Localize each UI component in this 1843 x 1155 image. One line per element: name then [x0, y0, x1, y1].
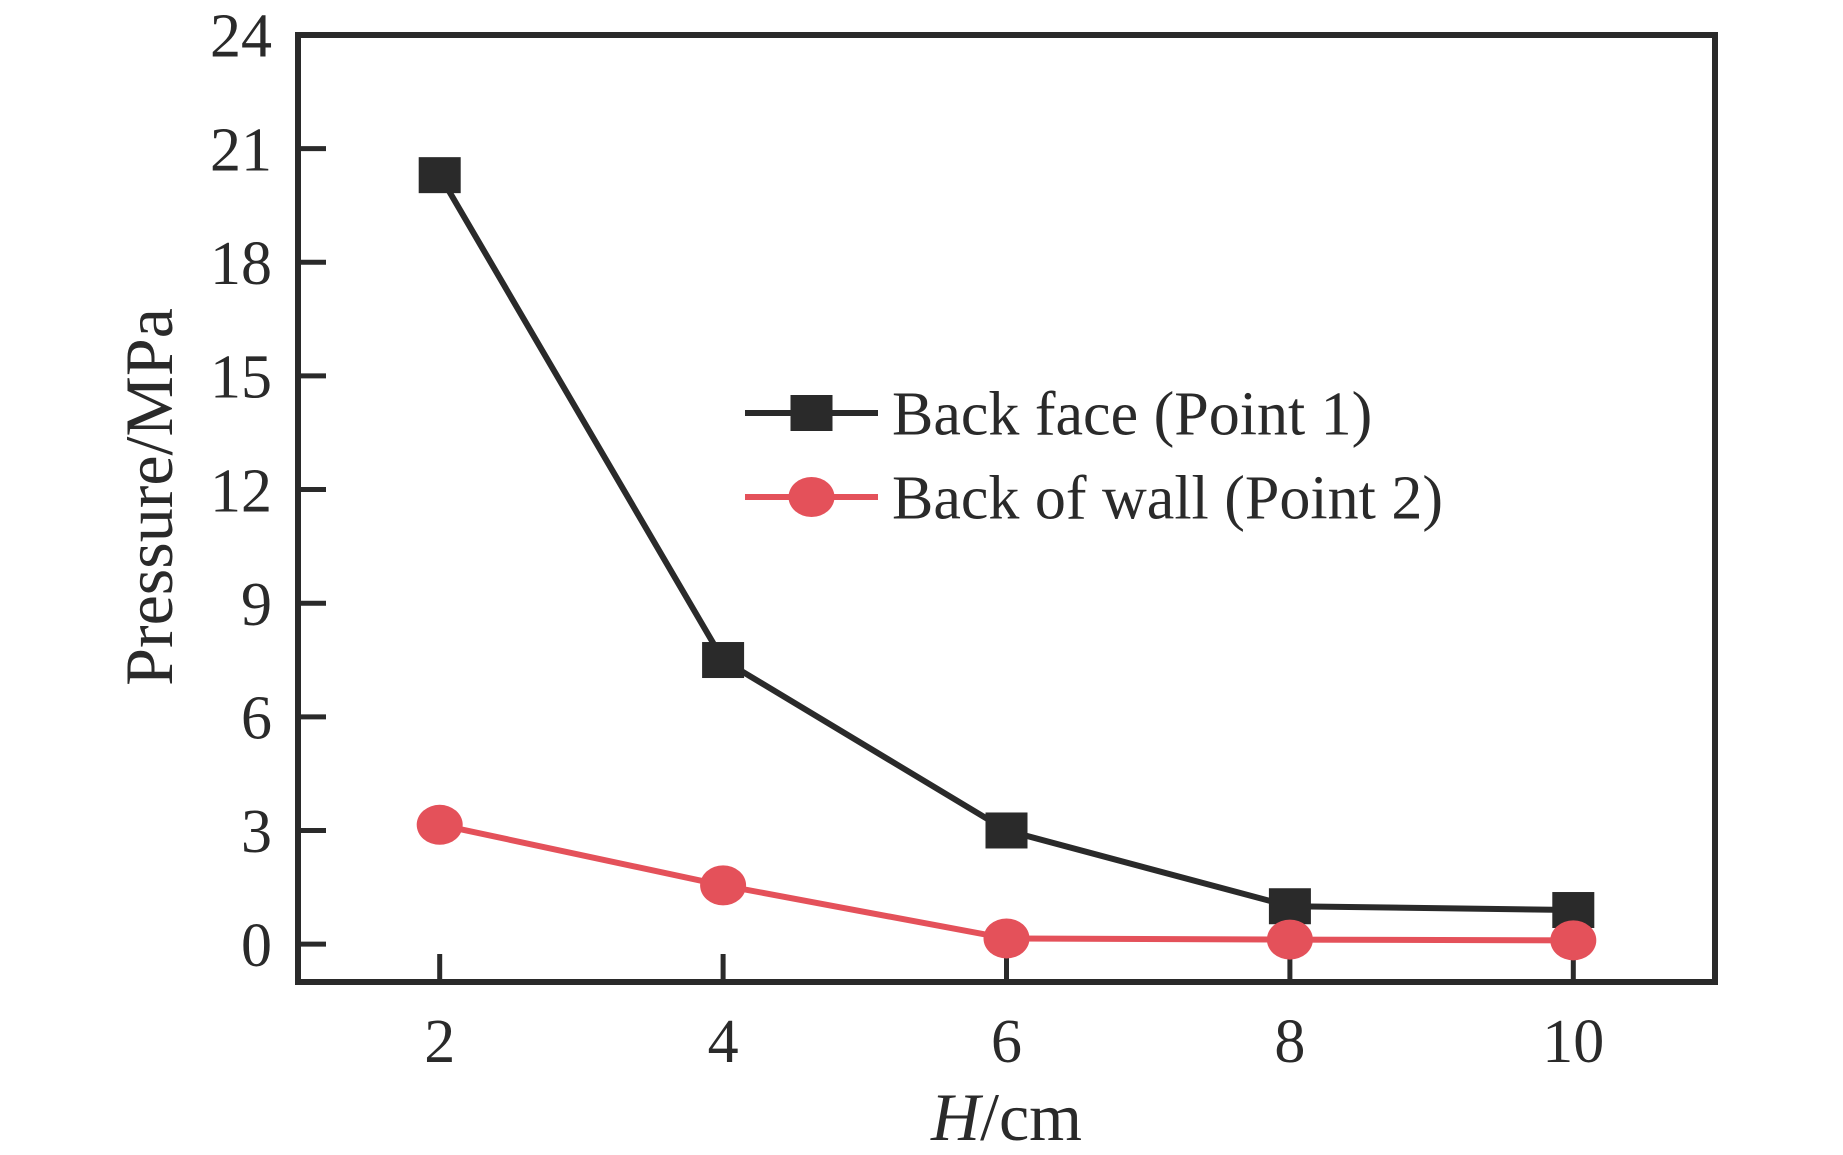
x-axis-title: H/cm	[930, 1079, 1082, 1155]
legend: Back face (Point 1) Back of wall (Point 2…	[745, 381, 1443, 533]
series-1-point-3-marker-circle	[1266, 919, 1313, 960]
y-tick-label: 12	[210, 457, 272, 525]
series-1-point-2-marker-circle	[983, 918, 1030, 959]
series-0-line	[437, 173, 1574, 914]
y-tick-label: 24	[210, 3, 272, 71]
legend-1-marker-circle	[788, 477, 835, 517]
y-tick-label: 6	[241, 685, 272, 753]
x-axis-title-unit: /cm	[980, 1079, 1082, 1155]
axis-titles: H/cm Pressure/MPa	[111, 308, 1082, 1155]
y-tick-label: 9	[241, 571, 272, 639]
legend-entry-1: Back of wall (Point 2)	[745, 465, 1443, 533]
x-tick-label: 4	[708, 1008, 739, 1076]
series-0-point-1-marker-square	[702, 642, 745, 679]
series-1-point-0-marker-circle	[416, 804, 463, 845]
legend-entry-0: Back face (Point 1)	[745, 381, 1372, 449]
x-axis-title-variable: H	[930, 1079, 984, 1155]
x-tick-label: 6	[991, 1008, 1022, 1076]
series-0	[418, 157, 1595, 929]
y-axis-title: Pressure/MPa	[111, 308, 187, 686]
y-tick-label: 15	[210, 344, 272, 412]
series-0-point-0-marker-square	[418, 157, 461, 194]
series-1	[416, 804, 1597, 961]
x-tick-label: 8	[1274, 1008, 1305, 1076]
y-tick-label: 3	[241, 798, 272, 866]
series-1-point-1-marker-circle	[700, 865, 747, 906]
series-0-point-2-marker-square	[985, 812, 1028, 849]
x-tick-label: 10	[1542, 1008, 1604, 1076]
x-tick-label: 2	[424, 1008, 455, 1076]
y-tick-label: 0	[241, 912, 272, 980]
legend-0-marker-square	[790, 395, 833, 431]
y-tick-label: 18	[210, 230, 272, 298]
y-tick-label: 21	[210, 116, 272, 184]
series-0-point-3-marker-square	[1268, 888, 1311, 925]
legend-label-0: Back face (Point 1)	[892, 381, 1372, 449]
axis-ticks	[298, 32, 1576, 982]
series-1-point-4-marker-circle	[1550, 920, 1597, 961]
data-series	[416, 157, 1597, 961]
legend-label-1: Back of wall (Point 2)	[892, 465, 1443, 533]
